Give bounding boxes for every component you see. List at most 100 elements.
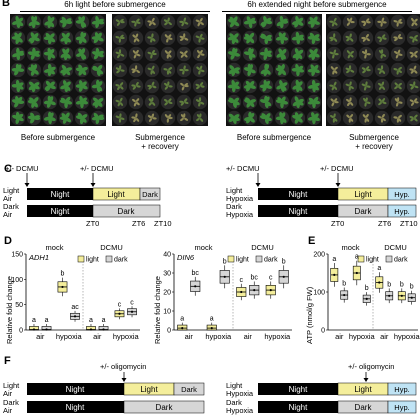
leaf <box>349 38 354 42</box>
leaf <box>313 34 320 39</box>
leaf <box>148 22 153 26</box>
ylabel-d1: Relative fold change <box>5 276 14 344</box>
leaf <box>280 64 285 71</box>
leaf <box>151 81 155 86</box>
leaf <box>393 36 398 39</box>
leaf <box>49 66 56 71</box>
pot <box>374 78 390 94</box>
leaf <box>148 98 153 102</box>
pot <box>358 94 374 110</box>
leaf <box>362 69 366 74</box>
leaf <box>195 99 200 103</box>
pot <box>176 78 192 94</box>
data-point <box>240 290 243 294</box>
leaf <box>199 82 204 86</box>
pot <box>160 110 176 126</box>
leaf <box>133 54 137 59</box>
leaf <box>333 113 336 118</box>
leaf <box>135 33 139 38</box>
leaf <box>265 50 272 55</box>
pot <box>160 62 176 78</box>
leaf <box>297 17 304 23</box>
cond-dark-air-l1: Dark <box>3 202 19 211</box>
leaf <box>97 50 104 55</box>
leaf <box>152 38 156 42</box>
cond-light-air-l1: Light <box>3 186 20 195</box>
pot <box>144 30 160 46</box>
leaf <box>363 22 367 27</box>
leaf <box>331 102 335 107</box>
leaf <box>413 54 418 58</box>
data-point <box>32 328 36 331</box>
leaf <box>164 50 169 54</box>
group-label: DCMU <box>384 243 407 252</box>
leaf <box>297 98 304 103</box>
y-tick-label: 30 <box>163 271 171 278</box>
pot <box>112 30 128 46</box>
leaf <box>413 65 417 70</box>
leaf <box>394 82 398 86</box>
cond-light-air: Light Air <box>3 186 20 203</box>
tick-zt0-right: ZT0 <box>331 219 344 228</box>
leaf <box>136 69 140 74</box>
leaf <box>180 82 184 87</box>
leaf <box>45 80 51 87</box>
leaf <box>333 38 338 42</box>
leaf <box>164 21 168 26</box>
leaf <box>361 83 366 87</box>
legend-light: light <box>236 257 249 264</box>
leaf <box>365 113 369 118</box>
seg-hyp-3-label: Hyp. <box>394 190 409 199</box>
leaf <box>345 83 350 87</box>
sig-letter: b <box>410 284 414 291</box>
leaf <box>147 115 152 119</box>
panel-c: C +/- DCMU +/- DCMU Light Air Night Light… <box>3 163 418 228</box>
leaf <box>164 34 169 38</box>
pot <box>160 94 176 110</box>
data-point <box>378 281 381 284</box>
leaf <box>249 17 256 23</box>
panel-d-letter: D <box>4 235 12 247</box>
leaf <box>398 53 403 56</box>
cond-dark-air-l2: Air <box>3 210 13 219</box>
leaf <box>65 96 71 103</box>
leaf <box>233 114 240 119</box>
leaf <box>348 86 351 91</box>
leaf <box>365 81 368 86</box>
leaf <box>265 64 270 71</box>
pot <box>144 62 160 78</box>
tick-zt6-left: ZT6 <box>132 219 145 228</box>
leaf <box>297 81 303 87</box>
leaf <box>361 36 366 40</box>
tick-zt10-left: ZT10 <box>154 219 172 228</box>
leaf <box>44 21 51 26</box>
seg-dark-2 <box>92 204 161 218</box>
leaf <box>120 18 124 23</box>
leaf <box>349 102 354 106</box>
leaf <box>377 115 382 119</box>
leaf <box>164 83 168 87</box>
leaf <box>147 20 152 23</box>
sig-letter: b <box>282 258 286 265</box>
data-point <box>333 273 336 276</box>
data-point <box>223 275 226 278</box>
y-tick-label: 40 <box>163 252 171 259</box>
leaf <box>49 17 55 23</box>
leaf <box>331 86 335 91</box>
leaf <box>197 54 201 59</box>
leaf <box>364 86 367 91</box>
leaf <box>199 33 203 38</box>
leaf <box>33 33 39 39</box>
leaf <box>291 36 299 41</box>
pot <box>144 78 160 94</box>
leaf <box>164 99 168 103</box>
leaf <box>81 81 87 87</box>
pot <box>128 46 144 62</box>
leaf <box>245 80 251 87</box>
group-label: mock <box>195 243 213 252</box>
leaf <box>313 82 320 87</box>
leaf <box>16 85 21 93</box>
sig-letter: b <box>61 271 65 278</box>
leaf <box>297 49 304 55</box>
leaf <box>132 34 136 38</box>
